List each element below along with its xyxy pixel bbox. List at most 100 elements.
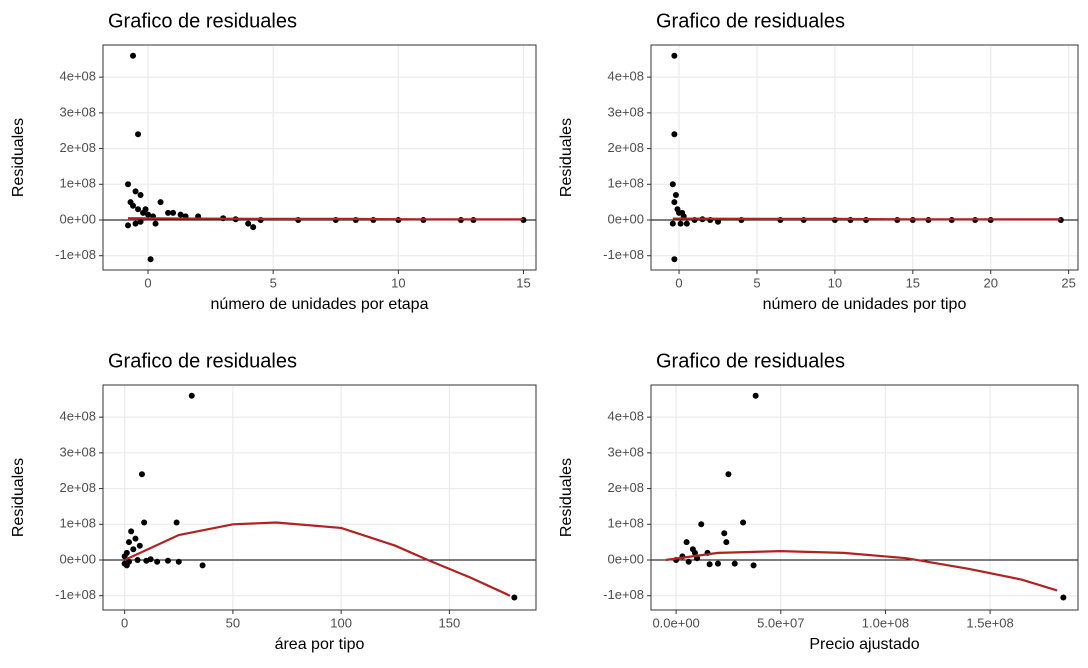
point [164, 557, 171, 564]
y-tick-label: -1e+08 [55, 247, 96, 262]
y-tick-label: 1e+08 [607, 176, 644, 191]
plot-border [650, 384, 1079, 611]
panel: 0 5 10 15 -1e+08 0e+00 1e+08 2e+08 3e+08 4e+08 Gra… [10, 10, 537, 313]
point [165, 209, 172, 216]
point [669, 181, 676, 188]
point [135, 206, 142, 213]
point [152, 220, 159, 227]
point [723, 539, 730, 546]
plot-background [103, 45, 536, 270]
y-tick-label: 4e+08 [59, 69, 96, 84]
point [173, 519, 180, 526]
x-tick-label: 5 [753, 275, 760, 290]
point [138, 471, 145, 478]
point [132, 220, 139, 227]
x-tick-label: 100 [330, 615, 352, 630]
point [142, 206, 149, 213]
y-tick-label: 1e+08 [59, 176, 96, 191]
point [679, 209, 686, 216]
point [137, 218, 144, 225]
x-tick-label: 1.5e+08 [966, 615, 1013, 630]
panel: 0 5 10 15 20 25 -1e+08 0e+00 1e+08 2e+08 3e+08 4e+0… [558, 10, 1079, 313]
x-tick-label: 0 [675, 275, 682, 290]
x-tick-label: 15 [906, 275, 920, 290]
point [147, 556, 154, 563]
chart-title: Grafico de residuales [108, 350, 297, 372]
x-tick-label: 25 [1061, 275, 1075, 290]
point [128, 528, 135, 535]
point [671, 256, 678, 263]
point [731, 560, 738, 567]
point [671, 199, 678, 206]
y-tick-label: -1e+08 [603, 247, 644, 262]
x-tick-label: 5.0e+07 [757, 615, 804, 630]
point [685, 558, 692, 565]
plot-border [102, 44, 537, 271]
smooth-line [665, 549, 1058, 592]
point [669, 220, 676, 227]
point [740, 519, 747, 526]
y-tick-label: 1e+08 [607, 516, 644, 531]
point [147, 256, 154, 263]
x-tick-label: 0 [144, 275, 151, 290]
y-tick-label: 2e+08 [607, 480, 644, 495]
point [175, 558, 182, 565]
point [677, 220, 684, 227]
chart-title: Grafico de residuales [656, 350, 845, 372]
x-tick-label: 5 [270, 275, 277, 290]
point [188, 392, 195, 399]
plot-background [103, 385, 536, 610]
point [683, 539, 690, 546]
point [672, 192, 679, 198]
point [245, 220, 252, 227]
x-axis-label: Precio ajustado [809, 636, 919, 653]
smooth-line [127, 217, 524, 221]
point [683, 220, 690, 227]
point [177, 211, 184, 218]
point [714, 560, 721, 567]
point [752, 392, 759, 399]
point [671, 52, 678, 59]
y-tick-label: 4e+08 [59, 409, 96, 424]
x-tick-label: 50 [226, 615, 240, 630]
y-tick-label: 1e+08 [59, 516, 96, 531]
point [134, 557, 141, 563]
point [1060, 594, 1067, 601]
smooth-line [124, 521, 511, 597]
point [130, 546, 137, 553]
x-axis-label: número de unidades por tipo [763, 296, 967, 313]
panel: 0.0e+00 5.0e+07 1.0e+08 1.5e+08 -1e+08 0e+00 1… [558, 350, 1079, 653]
x-tick-label: 20 [983, 275, 997, 290]
y-tick-label: 4e+08 [607, 409, 644, 424]
y-tick-label: 0e+00 [59, 551, 96, 566]
point [725, 471, 732, 478]
plot-border [102, 384, 537, 611]
y-axis-label: Residuales [10, 458, 27, 537]
y-tick-label: 2e+08 [59, 480, 96, 495]
point [691, 549, 698, 556]
y-axis-label: Residuales [558, 458, 575, 537]
point [123, 562, 130, 569]
point [137, 192, 144, 198]
point [671, 131, 678, 138]
x-tick-label: 10 [391, 275, 405, 290]
y-tick-label: -1e+08 [55, 587, 96, 602]
point [121, 553, 128, 560]
y-tick-label: 3e+08 [607, 444, 644, 459]
point [145, 211, 152, 218]
y-tick-label: -1e+08 [603, 587, 644, 602]
point [135, 131, 142, 138]
point [511, 594, 518, 601]
point [199, 562, 206, 569]
y-tick-label: 3e+08 [59, 444, 96, 459]
point [154, 558, 161, 565]
plot-background [651, 385, 1078, 610]
x-axis-label: número de unidades por etapa [211, 296, 429, 313]
plot-border [650, 44, 1079, 271]
y-axis-label: Residuales [558, 118, 575, 197]
plot-background [651, 45, 1078, 270]
point [125, 222, 132, 229]
y-tick-label: 3e+08 [607, 104, 644, 119]
y-tick-label: 3e+08 [59, 104, 96, 119]
